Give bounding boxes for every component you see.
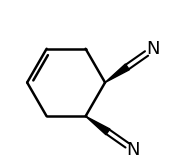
Text: N: N xyxy=(146,40,159,58)
Polygon shape xyxy=(85,116,110,135)
Text: N: N xyxy=(126,141,140,159)
Polygon shape xyxy=(105,64,129,82)
